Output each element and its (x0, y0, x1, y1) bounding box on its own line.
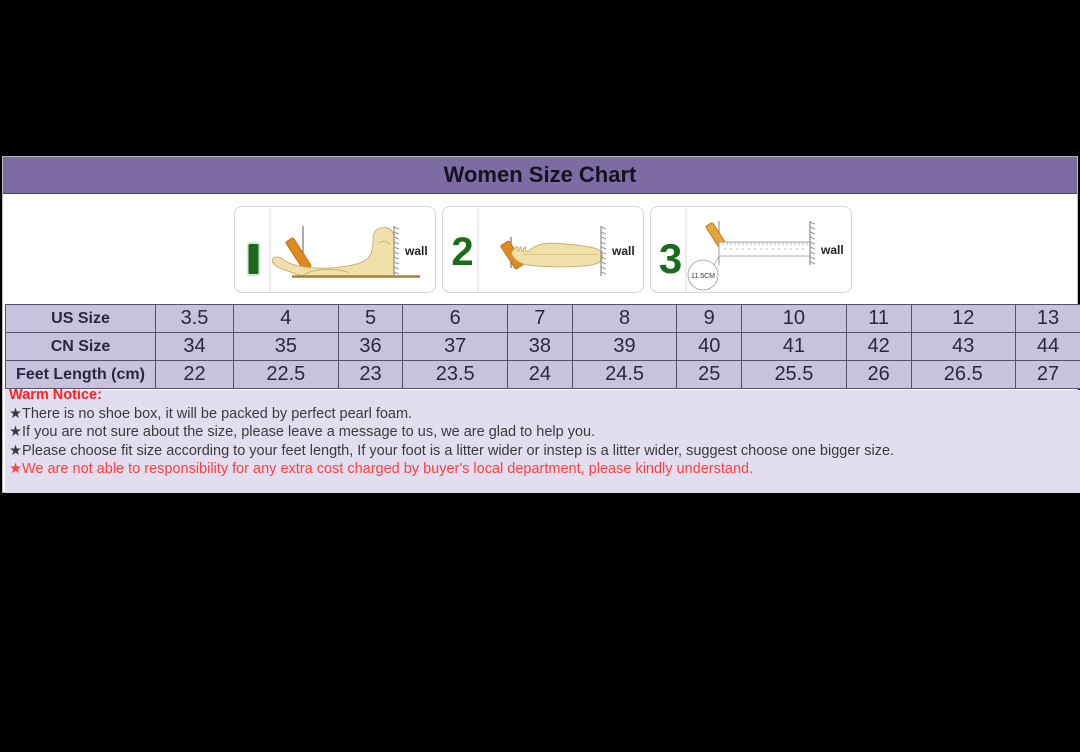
svg-text:wall: wall (611, 244, 635, 258)
svg-text:wall: wall (820, 243, 844, 257)
svg-text:wall: wall (404, 244, 428, 258)
svg-text:3: 3 (659, 235, 682, 282)
svg-text:2: 2 (451, 230, 473, 274)
svg-text:11.5CM: 11.5CM (691, 273, 715, 280)
